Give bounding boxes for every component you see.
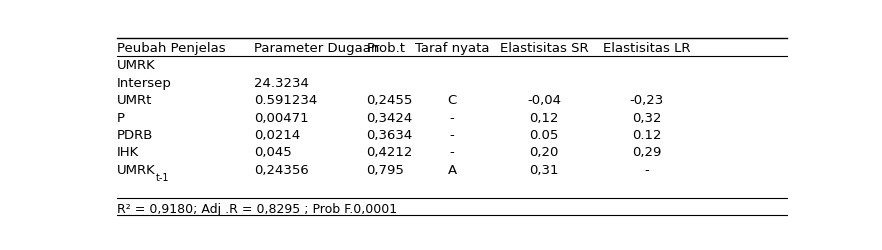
Text: Elastisitas SR: Elastisitas SR (500, 42, 588, 55)
Text: A: A (447, 164, 457, 177)
Text: 0.05: 0.05 (529, 129, 559, 142)
Text: 0,20: 0,20 (529, 146, 559, 160)
Text: 0,0214: 0,0214 (254, 129, 300, 142)
Text: t-1: t-1 (156, 173, 169, 183)
Text: Taraf nyata: Taraf nyata (415, 42, 490, 55)
Text: 0,32: 0,32 (632, 112, 662, 124)
Text: 0,4212: 0,4212 (367, 146, 413, 160)
Text: -: - (450, 112, 454, 124)
Text: 24.3234: 24.3234 (254, 77, 309, 90)
Text: 0.591234: 0.591234 (254, 94, 317, 107)
Text: Elastisitas LR: Elastisitas LR (603, 42, 691, 55)
Text: Prob.t: Prob.t (367, 42, 406, 55)
Text: -: - (645, 164, 649, 177)
Text: 0,045: 0,045 (254, 146, 292, 160)
Text: 0,3634: 0,3634 (367, 129, 413, 142)
Text: 0,2455: 0,2455 (367, 94, 413, 107)
Text: -: - (450, 146, 454, 160)
Text: -: - (450, 129, 454, 142)
Text: 0,31: 0,31 (529, 164, 559, 177)
Text: PDRB: PDRB (117, 129, 153, 142)
Text: R² = 0,9180; Adj .R = 0,8295 ; Prob F.0,0001: R² = 0,9180; Adj .R = 0,8295 ; Prob F.0,… (117, 202, 397, 215)
Text: 0,12: 0,12 (529, 112, 559, 124)
Text: 0,29: 0,29 (632, 146, 662, 160)
Text: 0,3424: 0,3424 (367, 112, 413, 124)
Text: P: P (117, 112, 125, 124)
Text: UMRt: UMRt (117, 94, 153, 107)
Text: 0,00471: 0,00471 (254, 112, 309, 124)
Text: UMRK: UMRK (117, 59, 156, 72)
Text: -0,23: -0,23 (630, 94, 664, 107)
Text: Peubah Penjelas: Peubah Penjelas (117, 42, 226, 55)
Text: Intersep: Intersep (117, 77, 172, 90)
Text: 0,24356: 0,24356 (254, 164, 309, 177)
Text: 0.12: 0.12 (632, 129, 662, 142)
Text: Parameter Dugaan: Parameter Dugaan (254, 42, 379, 55)
Text: C: C (447, 94, 457, 107)
Text: UMRK: UMRK (117, 164, 156, 177)
Text: IHK: IHK (117, 146, 139, 160)
Text: 0,795: 0,795 (367, 164, 405, 177)
Text: -0,04: -0,04 (527, 94, 561, 107)
